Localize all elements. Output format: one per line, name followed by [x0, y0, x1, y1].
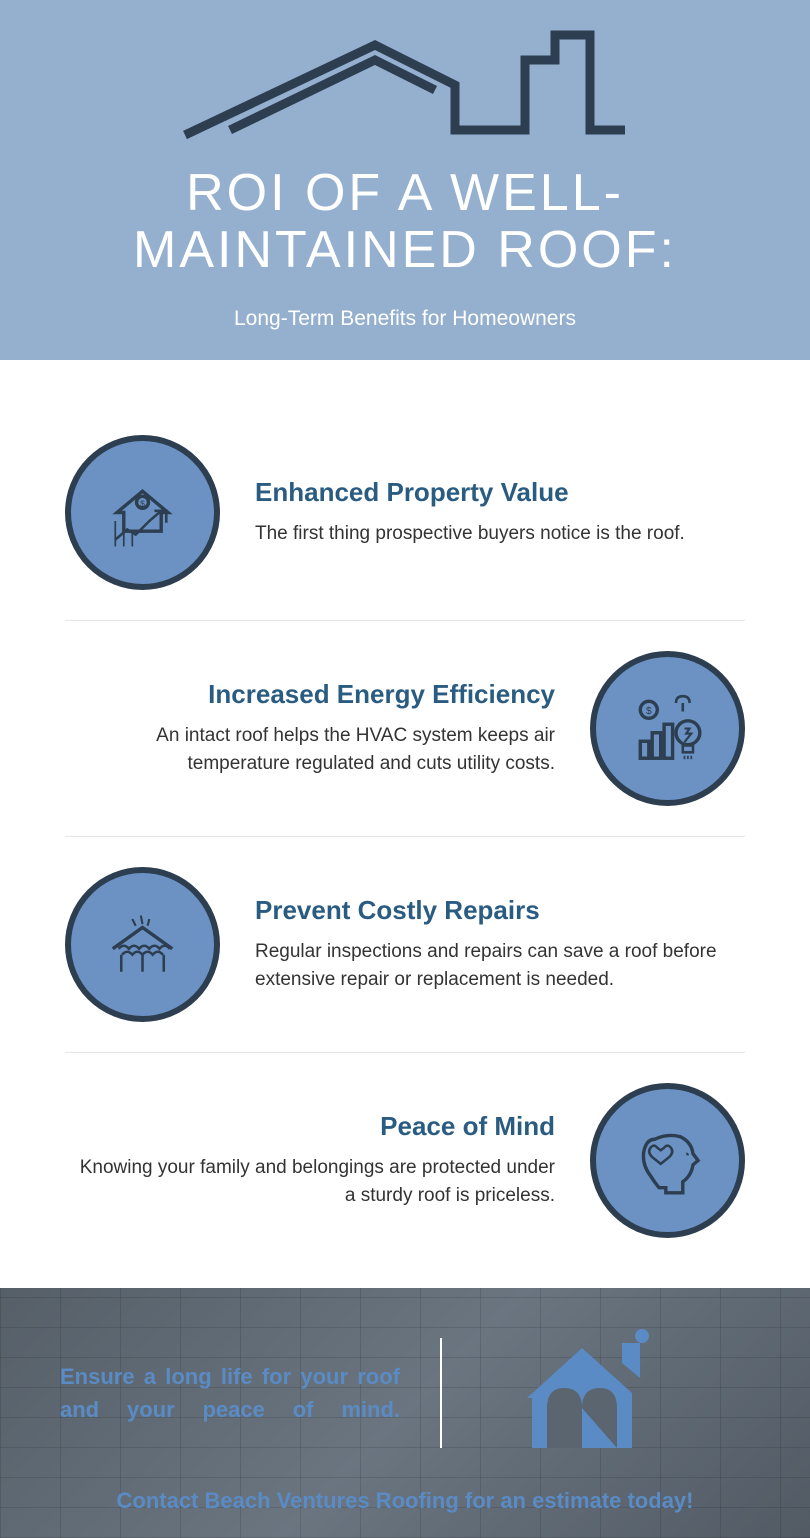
benefit-desc: Knowing your family and belongings are p… [65, 1154, 555, 1211]
benefit-desc: An intact roof helps the HVAC system kee… [65, 722, 555, 779]
benefit-title: Peace of Mind [65, 1111, 555, 1142]
benefit-title: Increased Energy Efficiency [65, 679, 555, 710]
svg-text:$: $ [646, 706, 652, 717]
benefit-text: Increased Energy Efficiency An intact ro… [65, 679, 555, 779]
benefit-title: Prevent Costly Repairs [255, 895, 745, 926]
benefit-desc: The first thing prospective buyers notic… [255, 520, 745, 549]
header-section: ROI OF A WELL-MAINTAINED ROOF: Long-Term… [0, 0, 810, 360]
footer-section: Ensure a long life for your roof and you… [0, 1288, 810, 1538]
prevent-repairs-icon [65, 867, 220, 1022]
benefit-text: Peace of Mind Knowing your family and be… [65, 1111, 555, 1211]
footer-top-row: Ensure a long life for your roof and you… [60, 1328, 750, 1458]
property-value-icon: $ [65, 435, 220, 590]
benefit-item: $ Enhanced Property Value The first thin… [65, 405, 745, 621]
benefit-desc: Regular inspections and repairs can save… [255, 938, 745, 995]
page-subtitle: Long-Term Benefits for Homeowners [40, 307, 770, 331]
page-title: ROI OF A WELL-MAINTAINED ROOF: [40, 165, 770, 279]
roof-logo-icon [175, 20, 635, 150]
house-logo-icon [512, 1328, 662, 1458]
benefits-section: $ Enhanced Property Value The first thin… [0, 360, 810, 1288]
footer-tagline: Ensure a long life for your roof and you… [60, 1360, 400, 1426]
footer-cta: Contact Beach Ventures Roofing for an es… [60, 1488, 750, 1514]
benefit-item: Peace of Mind Knowing your family and be… [65, 1053, 745, 1268]
benefit-item: $ Increased Energy Efficiency An intact … [65, 621, 745, 837]
svg-text:$: $ [140, 499, 145, 509]
benefit-item: Prevent Costly Repairs Regular inspectio… [65, 837, 745, 1053]
benefit-title: Enhanced Property Value [255, 477, 745, 508]
benefit-text: Enhanced Property Value The first thing … [255, 477, 745, 549]
energy-efficiency-icon: $ [590, 651, 745, 806]
vertical-divider [440, 1338, 442, 1448]
peace-of-mind-icon [590, 1083, 745, 1238]
benefit-text: Prevent Costly Repairs Regular inspectio… [255, 895, 745, 995]
